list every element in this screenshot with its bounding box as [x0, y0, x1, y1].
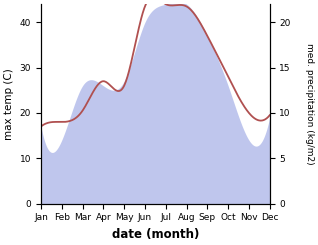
X-axis label: date (month): date (month) [112, 228, 199, 241]
Y-axis label: med. precipitation (kg/m2): med. precipitation (kg/m2) [305, 43, 314, 165]
Y-axis label: max temp (C): max temp (C) [4, 68, 14, 140]
